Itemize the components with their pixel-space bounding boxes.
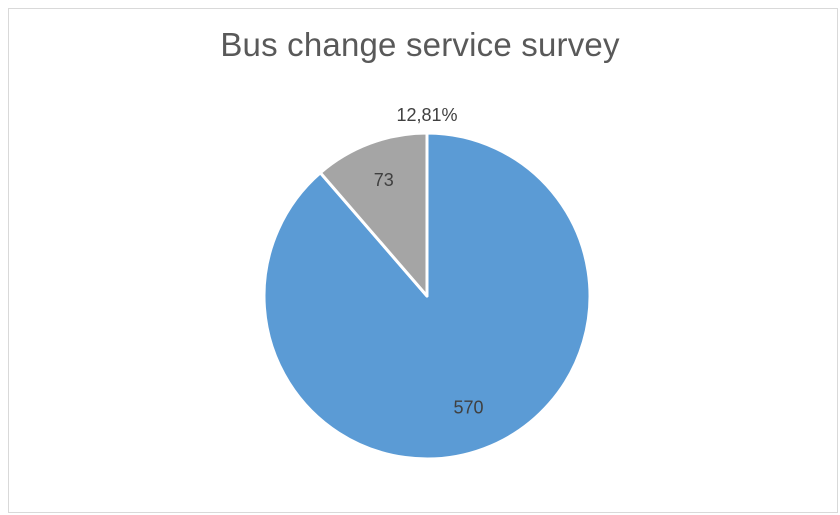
- slice-data-label: 570: [454, 398, 484, 418]
- pie-slice-73: [318, 131, 429, 298]
- slice-data-label: 73: [374, 170, 394, 190]
- pie-slice-570: [262, 131, 592, 461]
- percent-annotation: 12,81%: [396, 105, 457, 125]
- chart-title: Bus change service survey: [220, 26, 620, 63]
